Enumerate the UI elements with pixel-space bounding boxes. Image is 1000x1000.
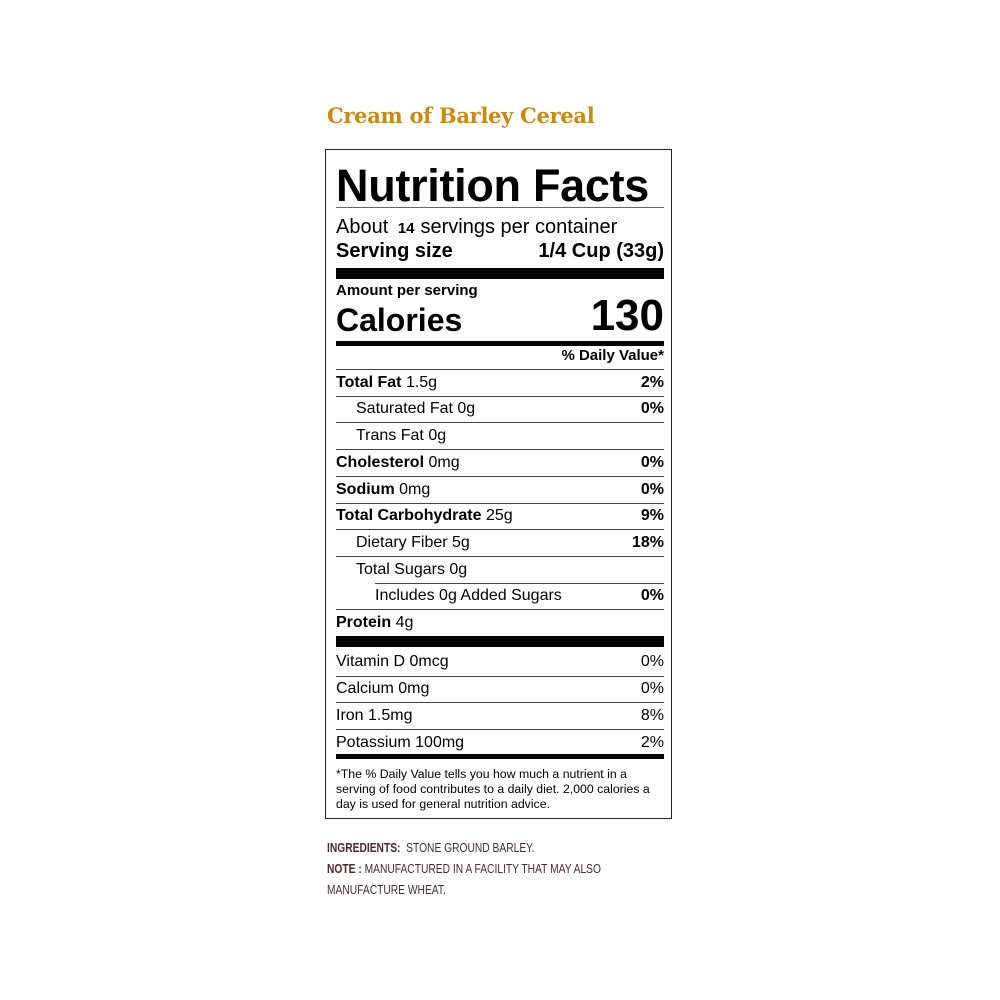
thick-divider	[336, 268, 664, 279]
vitamin-daily-value: 0%	[640, 680, 664, 698]
nutrient-name: Total Carbohydrate	[336, 507, 482, 525]
vitamin-daily-value: 2%	[640, 733, 664, 751]
nutrient-daily-value: 18%	[631, 533, 664, 551]
amount-per-serving: Amount per serving	[336, 282, 478, 299]
servings-prefix: About	[336, 216, 389, 238]
nutrient-label: Trans Fat 0g	[336, 427, 446, 445]
nutrient-daily-value: 0%	[640, 480, 664, 498]
footnote: *The % Daily Value tells you how much a …	[336, 767, 650, 811]
nutrient-amount: 25g	[485, 507, 513, 525]
vitamin-name: Iron 1.5mg	[336, 707, 413, 725]
vitamin-daily-value: 8%	[640, 707, 664, 725]
nutrient-name: Cholesterol	[336, 453, 425, 471]
nutrient-name: Total Sugars 0g	[356, 560, 468, 578]
ingredients-label: INGREDIENTS:	[327, 841, 401, 855]
note-label: NOTE :	[327, 862, 362, 876]
nutrient-daily-value: 9%	[640, 507, 664, 525]
vitamin-row: Potassium 100mg 2%	[336, 729, 664, 756]
divider	[336, 207, 664, 208]
nutrient-label: Includes 0g Added Sugars	[375, 587, 562, 605]
servings-per-container: About 14 servings per container	[336, 215, 617, 241]
nutrient-row: Dietary Fiber 5g 18%	[336, 529, 664, 556]
nutrient-label: Protein 4g	[336, 614, 413, 632]
vitamin-name: Potassium 100mg	[336, 733, 465, 751]
nutrient-label: Total Carbohydrate 25g	[336, 507, 513, 525]
daily-value-header: % Daily Value*	[561, 347, 664, 364]
ingredients-text: STONE GROUND BARLEY.	[406, 841, 535, 855]
nutrient-label: Total Sugars 0g	[336, 561, 467, 579]
nutrient-daily-value: 0%	[640, 453, 664, 471]
nutrient-label: Total Fat 1.5g	[336, 374, 437, 392]
ingredients-section: INGREDIENTS: STONE GROUND BARLEY. NOTE :…	[327, 838, 601, 901]
nutrient-row: Trans Fat 0g	[336, 422, 664, 449]
nutrient-daily-value: 2%	[640, 373, 664, 391]
nutrient-name: Sodium	[336, 480, 395, 498]
calories-label: Calories	[336, 302, 463, 338]
nutrient-name: Protein	[336, 614, 392, 632]
nutrient-name: Dietary Fiber 5g	[356, 533, 470, 551]
servings-suffix: servings per container	[420, 216, 618, 238]
medium-divider	[336, 754, 664, 759]
nutrient-row: Total Carbohydrate 25g 9%	[336, 502, 664, 530]
nutrient-name: Total Fat	[336, 373, 402, 391]
nutrient-label: Saturated Fat 0g	[336, 400, 475, 418]
nutrient-row: Total Fat 1.5g 2%	[336, 369, 664, 396]
nutrition-facts-label: Nutrition Facts About 14 servings per con…	[325, 149, 672, 819]
vitamin-row: Calcium 0mg 0%	[336, 675, 664, 703]
vitamin-name: Calcium 0mg	[336, 680, 430, 698]
nutrient-daily-value: 0%	[640, 400, 664, 418]
serving-size-label: Serving size	[336, 240, 453, 262]
nutrient-name: Trans Fat 0g	[356, 427, 447, 445]
note-line1: MANUFACTURED IN A FACILITY THAT MAY ALSO	[364, 862, 601, 876]
serving-size: Serving size 1/4 Cup (33g)	[336, 239, 664, 263]
vitamin-row: Vitamin D 0mcg 0%	[336, 649, 664, 676]
nutrient-name: Saturated Fat 0g	[356, 400, 476, 418]
vitamin-row: Iron 1.5mg 8%	[336, 702, 664, 729]
nutrient-daily-value: 0%	[640, 587, 664, 605]
servings-count: 14	[397, 220, 415, 237]
nutrient-row: Saturated Fat 0g 0%	[336, 395, 664, 423]
vitamin-name: Vitamin D 0mcg	[336, 653, 449, 671]
medium-divider	[336, 341, 664, 346]
nutrient-amount: 0mg	[428, 453, 460, 471]
nutrient-label: Sodium 0mg	[336, 481, 430, 499]
nutrient-label: Dietary Fiber 5g	[336, 534, 470, 552]
nutrient-amount: 4g	[395, 614, 414, 632]
serving-size-value: 1/4 Cup (33g)	[538, 240, 664, 262]
nutrient-row: Total Sugars 0g	[336, 555, 664, 583]
nutrient-row: Cholesterol 0mg 0%	[336, 449, 664, 476]
thick-divider	[336, 636, 664, 647]
note-line2: MANUFACTURE WHEAT.	[327, 883, 446, 897]
product-name: Cream of Barley Cereal	[327, 103, 595, 128]
nutrient-amount: 0mg	[399, 480, 431, 498]
nutrient-row: Includes 0g Added Sugars 0%	[375, 582, 664, 610]
vitamin-daily-value: 0%	[640, 653, 664, 671]
nutrient-amount: 1.5g	[405, 373, 438, 391]
nutrient-row: Sodium 0mg 0%	[336, 475, 664, 503]
nutrient-row: Protein 4g	[336, 609, 664, 636]
label-title: Nutrition Facts	[336, 160, 650, 211]
nutrient-name: Includes 0g Added Sugars	[375, 587, 562, 605]
nutrient-label: Cholesterol 0mg	[336, 454, 460, 472]
calories-value: 130	[590, 291, 664, 340]
